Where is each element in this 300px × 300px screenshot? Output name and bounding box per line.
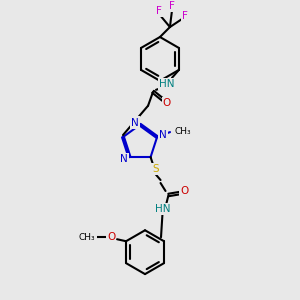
Text: F: F <box>182 11 188 21</box>
Text: O: O <box>107 232 115 242</box>
Text: HN: HN <box>159 79 175 89</box>
Text: N: N <box>131 118 139 128</box>
Text: F: F <box>156 6 162 16</box>
Text: CH₃: CH₃ <box>79 233 95 242</box>
Text: O: O <box>180 186 189 196</box>
Text: HN: HN <box>155 204 170 214</box>
Text: N: N <box>159 130 167 140</box>
Text: S: S <box>152 164 159 174</box>
Text: N: N <box>120 154 128 164</box>
Text: CH₃: CH₃ <box>175 127 191 136</box>
Text: O: O <box>163 98 171 108</box>
Text: F: F <box>169 1 175 11</box>
